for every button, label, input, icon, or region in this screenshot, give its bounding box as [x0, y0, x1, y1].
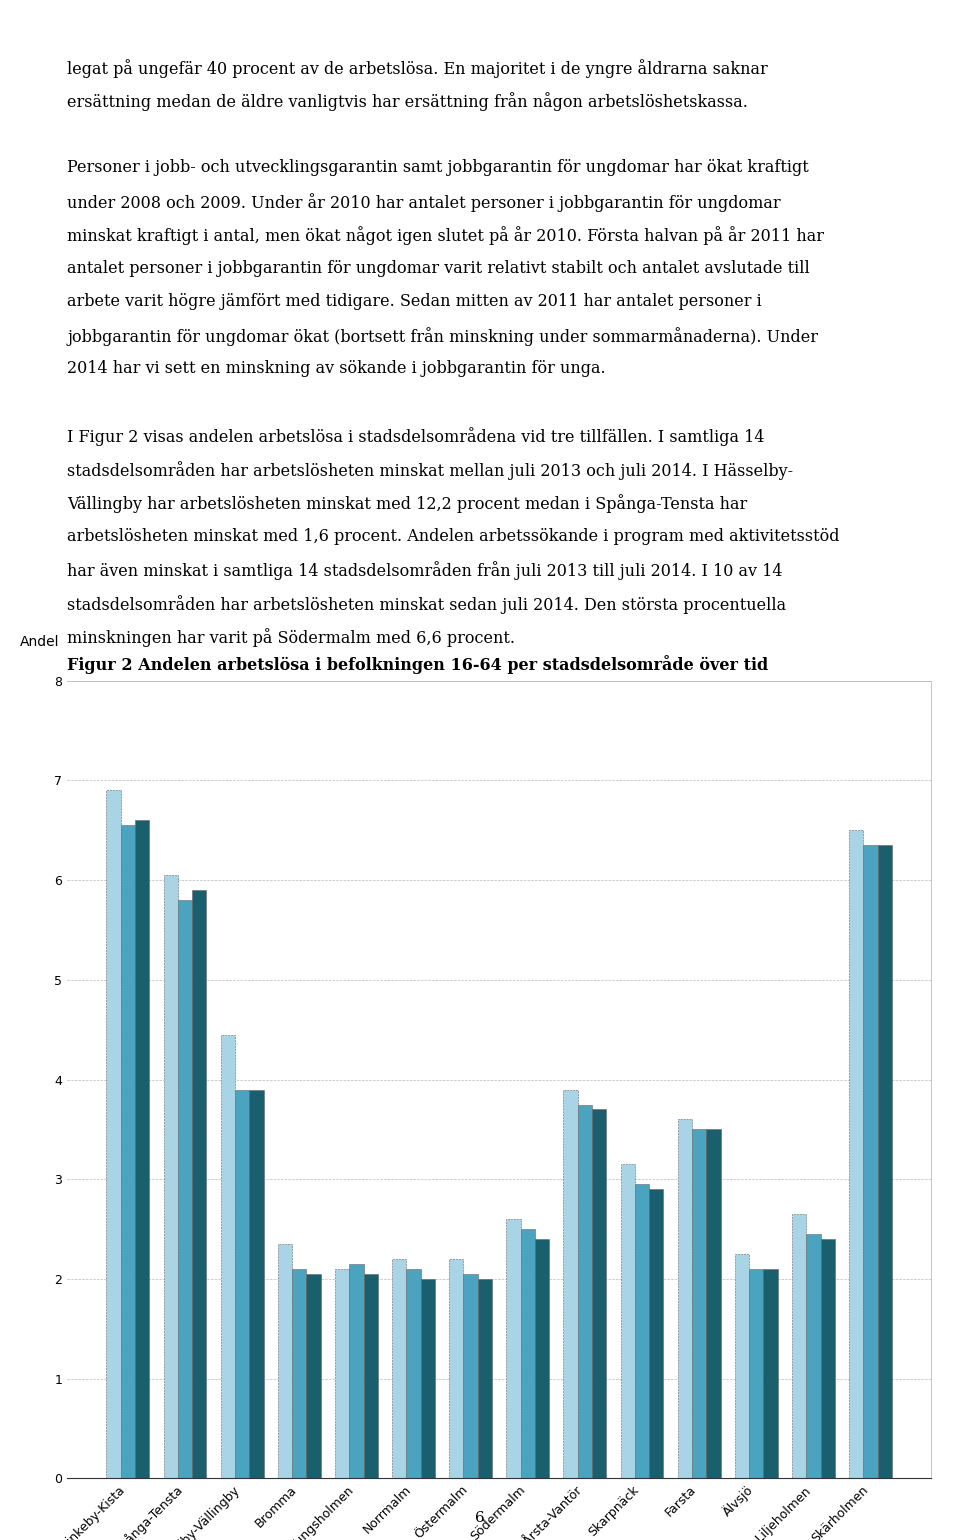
Bar — [635, 1184, 649, 1478]
Bar — [464, 1274, 478, 1478]
Text: stadsdelsområden har arbetslösheten minskat sedan juli 2014. Den största procent: stadsdelsområden har arbetslösheten mins… — [67, 594, 786, 613]
Bar — [163, 875, 178, 1478]
Bar — [221, 1035, 235, 1478]
Text: 2014 har vi sett en minskning av sökande i jobbgarantin för unga.: 2014 har vi sett en minskning av sökande… — [67, 360, 606, 377]
Bar — [821, 1240, 835, 1478]
Bar — [707, 1129, 721, 1478]
Bar — [107, 790, 121, 1478]
Bar — [520, 1229, 535, 1478]
Text: Figur 2 Andelen arbetslösa i befolkningen 16-64 per stadsdelsområde över tid: Figur 2 Andelen arbetslösa i befolkninge… — [67, 656, 768, 675]
Bar — [121, 825, 135, 1478]
Bar — [506, 1220, 520, 1478]
Bar — [863, 845, 877, 1478]
Bar — [250, 1090, 264, 1478]
Text: Andel: Andel — [20, 634, 60, 648]
Bar — [235, 1090, 250, 1478]
Bar — [392, 1260, 406, 1478]
Bar — [734, 1254, 749, 1478]
Text: jobbgarantin för ungdomar ökat (bortsett från minskning under sommarmånaderna). : jobbgarantin för ungdomar ökat (bortsett… — [67, 326, 818, 345]
Text: Personer i jobb- och utvecklingsgarantin samt jobbgarantin för ungdomar har ökat: Personer i jobb- och utvecklingsgarantin… — [67, 159, 809, 176]
Text: arbete varit högre jämfört med tidigare. Sedan mitten av 2011 har antalet person: arbete varit högre jämfört med tidigare.… — [67, 293, 762, 310]
Bar — [578, 1104, 592, 1478]
Bar — [335, 1269, 349, 1478]
Bar — [692, 1129, 707, 1478]
Text: minskningen har varit på Södermalm med 6,6 procent.: minskningen har varit på Södermalm med 6… — [67, 628, 516, 647]
Bar — [192, 890, 206, 1478]
Text: ersättning medan de äldre vanligtvis har ersättning från någon arbetslöshetskass: ersättning medan de äldre vanligtvis har… — [67, 92, 748, 111]
Bar — [792, 1214, 806, 1478]
Bar — [178, 899, 192, 1478]
Bar — [406, 1269, 420, 1478]
Text: under 2008 och 2009. Under år 2010 har antalet personer i jobbgarantin för ungdo: under 2008 och 2009. Under år 2010 har a… — [67, 192, 780, 211]
Text: arbetslösheten minskat med 1,6 procent. Andelen arbetssökande i program med akti: arbetslösheten minskat med 1,6 procent. … — [67, 528, 840, 545]
Text: legat på ungefär 40 procent av de arbetslösa. En majoritet i de yngre åldrarna s: legat på ungefär 40 procent av de arbets… — [67, 59, 768, 77]
Bar — [420, 1280, 435, 1478]
Text: antalet personer i jobbgarantin för ungdomar varit relativt stabilt och antalet : antalet personer i jobbgarantin för ungd… — [67, 260, 810, 277]
Text: har även minskat i samtliga 14 stadsdelsområden från juli 2013 till juli 2014. I: har även minskat i samtliga 14 stadsdels… — [67, 561, 782, 581]
Bar — [763, 1269, 778, 1478]
Bar — [620, 1164, 635, 1478]
Bar — [135, 821, 150, 1478]
Text: Vällingby har arbetslösheten minskat med 12,2 procent medan i Spånga-Tensta har: Vällingby har arbetslösheten minskat med… — [67, 494, 748, 513]
Bar — [364, 1274, 378, 1478]
Bar — [277, 1244, 292, 1478]
Bar — [849, 830, 863, 1478]
Text: stadsdelsområden har arbetslösheten minskat mellan juli 2013 och juli 2014. I Hä: stadsdelsområden har arbetslösheten mins… — [67, 460, 793, 479]
Bar — [349, 1264, 364, 1478]
Bar — [449, 1260, 464, 1478]
Bar — [306, 1274, 321, 1478]
Bar — [649, 1189, 663, 1478]
Bar — [877, 845, 892, 1478]
Text: 6: 6 — [475, 1511, 485, 1525]
Bar — [806, 1234, 821, 1478]
Text: minskat kraftigt i antal, men ökat något igen slutet på år 2010. Första halvan p: minskat kraftigt i antal, men ökat något… — [67, 226, 825, 245]
Bar — [564, 1090, 578, 1478]
Bar — [749, 1269, 763, 1478]
Text: I Figur 2 visas andelen arbetslösa i stadsdelsområdena vid tre tillfällen. I sam: I Figur 2 visas andelen arbetslösa i sta… — [67, 427, 765, 447]
Bar — [292, 1269, 306, 1478]
Bar — [478, 1280, 492, 1478]
Bar — [535, 1240, 549, 1478]
Bar — [592, 1109, 607, 1478]
Bar — [678, 1120, 692, 1478]
